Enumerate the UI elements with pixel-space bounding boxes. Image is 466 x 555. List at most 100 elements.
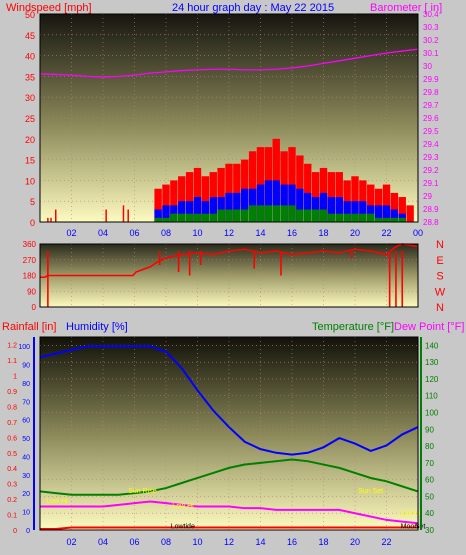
wind-bar-average bbox=[327, 213, 336, 222]
compass-label: E bbox=[436, 255, 443, 267]
humidity-y-tick: 0 bbox=[26, 528, 30, 535]
humidity-y-tick: 40 bbox=[22, 454, 30, 461]
humidity-y-tick: 80 bbox=[22, 381, 30, 388]
wind-y-tick: 0 bbox=[30, 218, 35, 228]
wind-bar-average bbox=[288, 205, 296, 222]
compass-label: N bbox=[436, 239, 444, 251]
temp-x-tick: 14 bbox=[255, 537, 265, 547]
temperature-y-ticks: 30 40 50 60 70 80 90 100 110 120 130 140 bbox=[425, 341, 439, 535]
wind-bar-gust bbox=[382, 184, 391, 222]
wind-bar-gust bbox=[351, 176, 359, 222]
temp-x-tick: 10 bbox=[192, 537, 202, 547]
wind-y-tick: 30 bbox=[25, 93, 35, 103]
rainfall-y-tick: 0.6 bbox=[7, 435, 17, 442]
wind-bar-gust bbox=[162, 184, 170, 222]
humidity-y-tick: 50 bbox=[22, 436, 30, 443]
wind-bar-average bbox=[272, 205, 280, 222]
barometer-y-tick: 29.2 bbox=[423, 166, 439, 175]
wind-bar-average bbox=[367, 213, 375, 222]
wind-bar-average bbox=[217, 209, 225, 222]
wind-bar-average bbox=[256, 205, 265, 222]
wind-bar-windspeed bbox=[272, 180, 280, 222]
temp-x-tick: 18 bbox=[318, 537, 328, 547]
temp-x-tick: 12 bbox=[224, 537, 234, 547]
wind-x-ticks: 02 04 06 08 10 12 14 16 18 20 22 00 bbox=[66, 228, 423, 238]
wind-x-tick: 04 bbox=[98, 228, 108, 238]
wind-x-tick: 20 bbox=[350, 228, 360, 238]
temperature-y-tick: 60 bbox=[425, 476, 434, 485]
wind-bar-windspeed bbox=[382, 205, 391, 222]
wind-bar-gust bbox=[178, 176, 186, 222]
wind-bar-gust bbox=[170, 180, 178, 222]
barometer-y-tick: 29.8 bbox=[423, 88, 439, 97]
wind-bar-windspeed bbox=[351, 201, 359, 222]
humidity-y-tick: 10 bbox=[22, 510, 30, 517]
humidity-y-tick: 100 bbox=[18, 344, 30, 351]
wind-bar-average bbox=[178, 213, 186, 222]
wind-bar-gust bbox=[50, 217, 52, 222]
barometer-y-tick: 28.9 bbox=[423, 205, 439, 214]
wind-bar-average bbox=[296, 209, 304, 222]
wind-bar-average bbox=[382, 217, 391, 222]
direction-y-ticks: 0 90 180 270 360 bbox=[23, 240, 37, 312]
wind-bar-average bbox=[390, 217, 399, 222]
wind-bar-gust bbox=[127, 209, 129, 222]
wind-bar-windspeed bbox=[256, 184, 265, 222]
wind-x-tick: 14 bbox=[255, 228, 265, 238]
direction-y-tick: 90 bbox=[27, 287, 36, 296]
wind-bar-gust bbox=[390, 192, 399, 222]
temp-panel-frame bbox=[39, 336, 419, 531]
wind-y-ticks: 0 5 10 15 20 25 30 35 40 45 50 bbox=[25, 10, 35, 228]
wind-bar-windspeed bbox=[264, 180, 273, 222]
temperature-y-tick: 90 bbox=[425, 425, 434, 434]
wind-bar-average bbox=[170, 213, 178, 222]
wind-x-tick: 00 bbox=[413, 228, 423, 238]
direction-y-tick: 0 bbox=[32, 303, 37, 312]
wind-bars bbox=[47, 138, 414, 222]
rainfall-y-ticks: 0 0.1 0.2 0.3 0.4 0.5 0.6 0.7 0.8 0.9 1 1.1 1.2 bbox=[7, 343, 17, 535]
wind-bar-windspeed bbox=[390, 209, 399, 222]
temperature-axis-label: Temperature [°F] bbox=[312, 321, 394, 333]
rainfall-y-tick: 0.7 bbox=[7, 420, 17, 427]
wind-bar-average bbox=[248, 205, 257, 222]
wind-bar-windspeed bbox=[359, 201, 367, 222]
rainfall-y-tick: 0.5 bbox=[7, 451, 17, 458]
dewpoint-line bbox=[40, 500, 419, 525]
temperature-y-tick: 100 bbox=[425, 409, 439, 418]
wind-bar-average bbox=[304, 209, 312, 222]
wind-y-tick: 25 bbox=[25, 114, 35, 124]
wind-bar-average bbox=[154, 217, 162, 222]
rainfall-line bbox=[40, 526, 418, 530]
barometer-y-ticks: 28.8 28.9 29 29.1 29.2 29.3 29.4 29.5 29.6 29.7 29… bbox=[423, 10, 439, 227]
temperature-y-tick: 50 bbox=[425, 492, 434, 501]
wind-bar-windspeed bbox=[201, 201, 210, 222]
wind-bar-gust bbox=[406, 205, 414, 222]
wind-bar-windspeed bbox=[154, 209, 162, 222]
barometer-y-tick: 29 bbox=[423, 192, 432, 201]
wind-x-tick: 12 bbox=[224, 228, 234, 238]
wind-y-tick: 15 bbox=[25, 156, 35, 166]
direction-spikes bbox=[47, 251, 404, 307]
wind-y-tick: 45 bbox=[25, 31, 35, 41]
temp-x-tick: 20 bbox=[350, 537, 360, 547]
barometer-y-tick: 30 bbox=[423, 62, 432, 71]
wind-y-tick: 20 bbox=[25, 135, 35, 145]
wind-bar-windspeed bbox=[288, 184, 296, 222]
barometer-y-tick: 30.1 bbox=[423, 49, 439, 58]
wind-bar-windspeed bbox=[178, 201, 186, 222]
wind-bar-average bbox=[162, 217, 170, 222]
wind-y-tick: 5 bbox=[30, 197, 35, 207]
wind-bar-windspeed bbox=[304, 192, 312, 222]
wind-bar-windspeed bbox=[296, 188, 304, 222]
humidity-y-tick: 70 bbox=[22, 399, 30, 406]
rainfall-y-tick: 0.3 bbox=[7, 482, 17, 489]
wind-bar-gust bbox=[201, 176, 210, 222]
direction-y-tick: 180 bbox=[23, 272, 37, 281]
wind-bar-gust bbox=[154, 188, 162, 222]
wind-bar-average bbox=[201, 213, 210, 222]
wind-bar-gust bbox=[248, 151, 257, 222]
wind-bar-average bbox=[225, 209, 233, 222]
compass-label: S bbox=[436, 271, 443, 283]
wind-bar-average bbox=[233, 209, 241, 222]
